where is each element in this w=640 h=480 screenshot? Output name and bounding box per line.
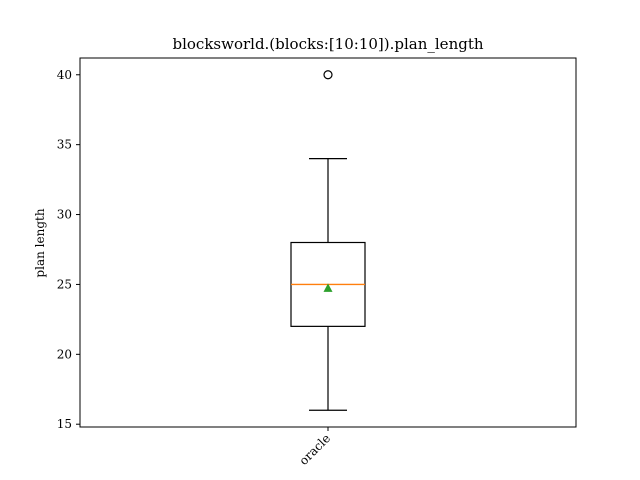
boxes [290,70,366,411]
y-axis-label: plan length [33,208,47,277]
y-tick-label: 35 [57,138,72,152]
outlier-point [323,70,333,80]
x-axis: oracle [297,427,334,468]
y-tick-label: 20 [57,347,72,361]
chart-title: blocksworld.(blocks:[10:10]).plan_length [172,35,483,53]
y-tick-label: 40 [57,68,72,82]
x-tick-label: oracle [297,431,334,468]
y-tick-label: 30 [57,208,72,222]
y-tick-label: 15 [57,417,72,431]
y-axis: 15 20 25 30 35 40 [57,68,80,431]
y-tick-label: 25 [57,277,72,291]
mean-marker [323,283,333,292]
